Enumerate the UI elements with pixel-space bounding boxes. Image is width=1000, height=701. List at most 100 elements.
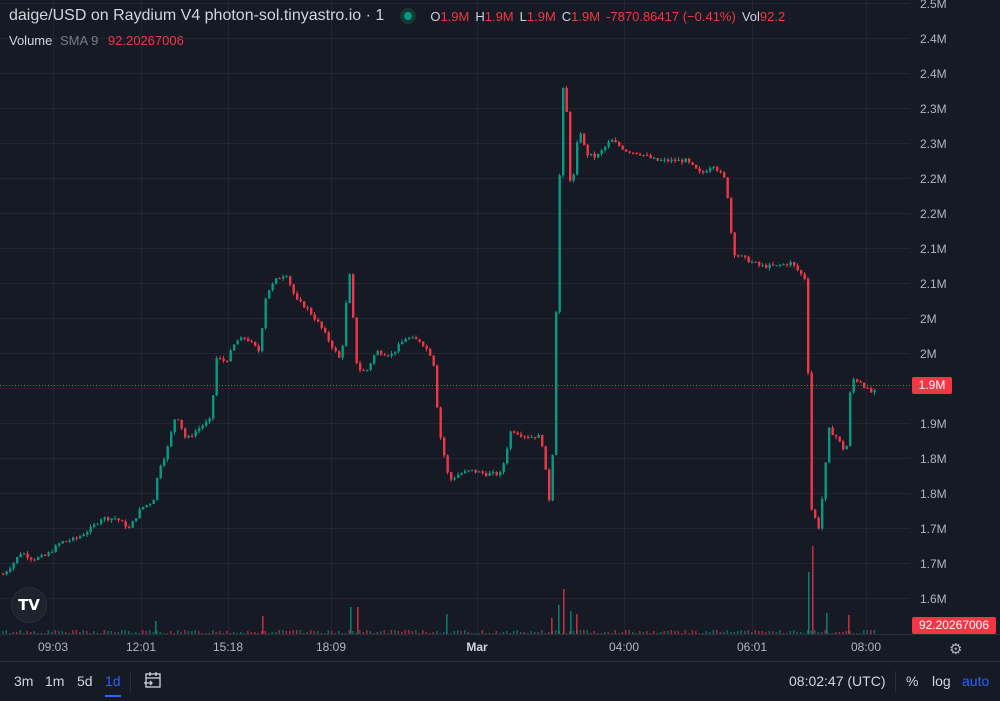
chart-area[interactable]: daige/USD on Raydium V4 photon-sol.tinya… — [0, 0, 1000, 660]
timeframe-1d-button[interactable]: 1d — [105, 673, 121, 697]
volume-bar — [320, 633, 323, 634]
tradingview-logo[interactable]: TV — [11, 587, 47, 623]
candle-body — [628, 151, 631, 153]
volume-bar — [415, 630, 417, 634]
candle-body — [698, 168, 701, 172]
price-tick-label: 2M — [920, 312, 937, 326]
candle-body — [478, 471, 481, 473]
volume-bar — [439, 633, 442, 634]
candle-body — [355, 317, 358, 364]
candle-body — [180, 419, 183, 429]
candle-body — [362, 370, 365, 372]
price-tick-label: 1.8M — [920, 487, 947, 501]
volume-bar — [793, 630, 795, 634]
candle-body — [212, 395, 215, 419]
candle-body — [436, 365, 439, 408]
time-tick-label: 15:18 — [212, 640, 244, 654]
volume-bar — [155, 621, 157, 634]
candle-body — [555, 312, 558, 456]
candle-body — [691, 162, 694, 165]
date-range-icon[interactable] — [144, 671, 162, 689]
volume-bar — [436, 631, 438, 634]
candle-body — [583, 133, 586, 145]
candle-body — [681, 159, 684, 163]
volume-bar — [152, 632, 155, 634]
volume-bar — [68, 633, 71, 634]
volume-bar — [653, 631, 655, 634]
log-scale-button[interactable]: log — [932, 673, 951, 689]
volume-bar — [65, 632, 67, 634]
volume-bar — [40, 633, 43, 634]
volume-bar — [775, 632, 778, 634]
price-chart[interactable] — [0, 0, 1000, 660]
candle-body — [495, 472, 498, 476]
candle-body — [145, 504, 148, 507]
utc-clock[interactable]: 08:02:47 (UTC) — [789, 673, 886, 689]
candle-body — [380, 351, 383, 355]
volume-bar — [208, 633, 211, 634]
candle-body — [107, 517, 110, 521]
volume-bar — [376, 632, 379, 634]
volume-bar — [411, 631, 414, 634]
auto-scale-button[interactable]: auto — [962, 673, 990, 689]
candle-body — [89, 526, 92, 533]
volume-bar — [698, 633, 701, 634]
candle-body — [422, 341, 425, 346]
volume-bar — [586, 630, 589, 634]
candle-body — [723, 172, 726, 178]
volume-bar — [289, 631, 291, 634]
settings-gear-icon[interactable]: ⚙ — [949, 641, 963, 658]
market-status-icon[interactable] — [400, 8, 417, 24]
candle-body — [16, 557, 19, 563]
candle-body — [838, 436, 841, 442]
candle-body — [474, 469, 477, 473]
volume-bar — [600, 633, 603, 634]
bottom-toolbar: 3m 1m 5d 1d 08:02:47 (UTC) % log auto — [0, 661, 1000, 701]
candle-body — [205, 421, 208, 426]
candle-body — [705, 171, 708, 173]
candle-body — [170, 432, 173, 447]
candle-body — [600, 150, 603, 154]
candle-body — [562, 87, 565, 176]
volume-bar — [681, 633, 683, 634]
volume-bar — [555, 630, 557, 634]
volume-bar — [124, 630, 127, 634]
timeframe-3m-button[interactable]: 3m — [14, 673, 34, 689]
candle-body — [124, 521, 127, 528]
candle-body — [268, 290, 271, 299]
candle-body — [744, 255, 747, 257]
volume-bar — [397, 631, 400, 634]
volume-legend[interactable]: Volume SMA 9 92.20267006 — [9, 33, 184, 48]
percent-scale-button[interactable]: % — [906, 673, 919, 689]
candle-body — [621, 145, 624, 150]
candle-body — [453, 478, 456, 480]
volume-bar — [618, 633, 620, 634]
timeframe-1m-button[interactable]: 1m — [45, 673, 65, 689]
candle-body — [138, 509, 141, 519]
candle-body — [75, 537, 78, 539]
time-tick-label: 12:01 — [125, 640, 157, 654]
volume-bar — [173, 633, 176, 634]
volume-bar — [488, 633, 491, 634]
candle-body — [152, 499, 155, 504]
candle-body — [247, 338, 250, 341]
candle-body — [257, 345, 260, 352]
volume-bar — [135, 632, 137, 634]
volume-bar — [47, 630, 50, 634]
candle-body — [712, 166, 715, 169]
candle-body — [768, 264, 771, 268]
symbol-title[interactable]: daige/USD on Raydium V4 photon-sol.tinya… — [9, 7, 385, 24]
candle-body — [65, 541, 68, 543]
candle-body — [236, 340, 239, 345]
timeframe-5d-button[interactable]: 5d — [77, 673, 93, 689]
price-tick-label: 1.8M — [920, 452, 947, 466]
candle-body — [726, 177, 729, 198]
candle-body — [345, 303, 348, 346]
candle-body — [632, 152, 635, 154]
volume-bar — [264, 631, 267, 634]
volume-bar — [292, 630, 295, 634]
candle-body — [26, 553, 29, 558]
volume-bar — [789, 631, 792, 634]
volume-bar — [859, 633, 862, 634]
volume-bar — [751, 632, 753, 634]
